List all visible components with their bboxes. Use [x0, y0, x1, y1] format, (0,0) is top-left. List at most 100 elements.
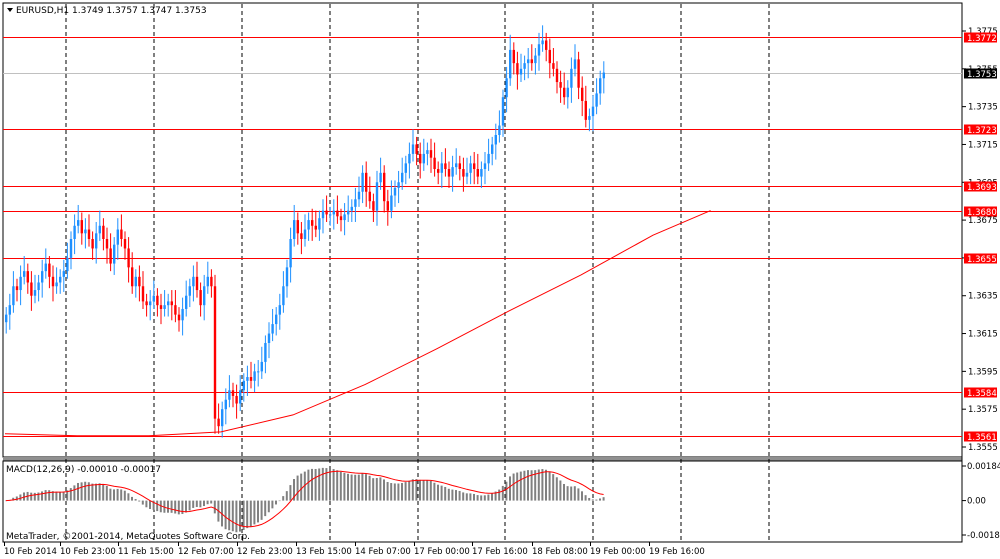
candle-body: [584, 100, 587, 120]
macd-histogram: [5, 467, 605, 533]
macd-bar: [213, 500, 216, 514]
macd-bar: [116, 488, 119, 501]
time-tick-label: 12 Feb 07:00: [178, 547, 234, 557]
candle-body: [134, 276, 137, 287]
macd-bar: [527, 470, 529, 501]
macd-bar: [498, 489, 501, 501]
candle-body: [127, 248, 130, 268]
macd-bar: [559, 480, 562, 501]
candle-body: [444, 163, 447, 170]
candle-body: [501, 97, 505, 126]
macd-bar: [138, 500, 141, 502]
macd-bar: [185, 500, 187, 513]
macd-label: MACD(12,26,9) -0.00010 -0.00017: [6, 465, 161, 475]
macd-bar: [15, 496, 18, 501]
panel-separator[interactable]: [3, 457, 962, 461]
candle-body: [591, 106, 595, 117]
time-tick-label: 19 Feb 16:00: [649, 547, 705, 557]
macd-bar: [599, 498, 601, 501]
candle-body: [156, 295, 159, 306]
candle-body: [343, 214, 346, 221]
macd-bar: [588, 497, 591, 501]
macd-bar: [325, 468, 328, 501]
macd-bar: [555, 477, 558, 501]
macd-bar: [390, 483, 393, 501]
macd-bar: [411, 479, 414, 501]
candle-body: [599, 78, 602, 94]
macd-bar: [429, 480, 432, 501]
macd-bar: [278, 500, 281, 502]
macd-bar: [5, 500, 7, 502]
candle-body: [483, 163, 487, 170]
macd-bar: [109, 488, 112, 501]
macd-bar: [573, 486, 576, 501]
macd-bar: [141, 500, 144, 505]
candle-body: [487, 153, 490, 164]
candle-body: [5, 314, 8, 323]
level-price-label: 1.3723: [967, 126, 997, 136]
candle-body: [278, 305, 281, 315]
macd-bar: [537, 469, 540, 501]
candle-body: [33, 290, 37, 296]
candle-body: [159, 305, 163, 309]
macd-bar: [224, 500, 227, 530]
macd-bar: [408, 480, 411, 501]
candle-body: [588, 116, 591, 120]
candle-body: [383, 172, 386, 202]
macd-bar: [354, 474, 357, 501]
candle-body: [372, 201, 375, 211]
macd-bar: [37, 492, 40, 501]
current-price-badge: [964, 68, 997, 79]
candlesticks: [5, 25, 605, 438]
macd-bar: [80, 482, 83, 501]
candle-body: [264, 343, 267, 362]
candle-body: [350, 206, 353, 211]
macd-bar: [444, 486, 447, 501]
macd-bar: [509, 476, 511, 501]
macd-panel: [2, 460, 963, 543]
candle-body: [228, 390, 231, 400]
macd-bar: [51, 491, 54, 501]
macd-bar: [188, 500, 191, 511]
macd-bar: [397, 483, 400, 501]
candle-body: [325, 210, 328, 215]
macd-bar: [375, 478, 378, 501]
candle-body: [415, 144, 418, 154]
macd-bar: [581, 491, 583, 501]
candle-body: [393, 187, 397, 196]
candle-body: [476, 169, 479, 177]
candle-body: [321, 210, 325, 219]
candle-body: [95, 233, 98, 249]
time-tick-label: 19 Feb 00:00: [590, 547, 646, 557]
macd-bar: [332, 469, 335, 501]
macd-bar: [87, 482, 90, 501]
candle-body: [458, 163, 461, 170]
candle-body: [185, 295, 188, 309]
candle-body: [455, 163, 458, 168]
candle-body: [339, 216, 343, 221]
macd-bar: [386, 482, 389, 501]
macd-bar: [404, 482, 407, 501]
macd-bar: [167, 500, 169, 513]
candle-body: [473, 163, 476, 170]
macd-bar: [591, 499, 594, 501]
symbol-dropdown-icon[interactable]: [7, 8, 13, 12]
macd-bar: [77, 482, 79, 501]
macd-bar: [113, 489, 115, 501]
macd-bar: [249, 500, 252, 527]
macd-bar: [203, 500, 205, 507]
macd-bar: [365, 474, 367, 501]
candle-body: [30, 282, 33, 296]
macd-bar: [199, 500, 202, 508]
candle-body: [206, 276, 209, 287]
macd-bar: [577, 488, 580, 501]
macd-bar: [415, 479, 418, 501]
macd-bar: [120, 489, 123, 501]
candle-body: [534, 55, 537, 64]
level-price-label: 1.3561: [967, 433, 997, 443]
candle-body: [246, 377, 249, 381]
price-tick-label: 1.3735: [968, 103, 998, 113]
macd-bar: [293, 479, 295, 501]
macd-bar: [318, 468, 321, 501]
